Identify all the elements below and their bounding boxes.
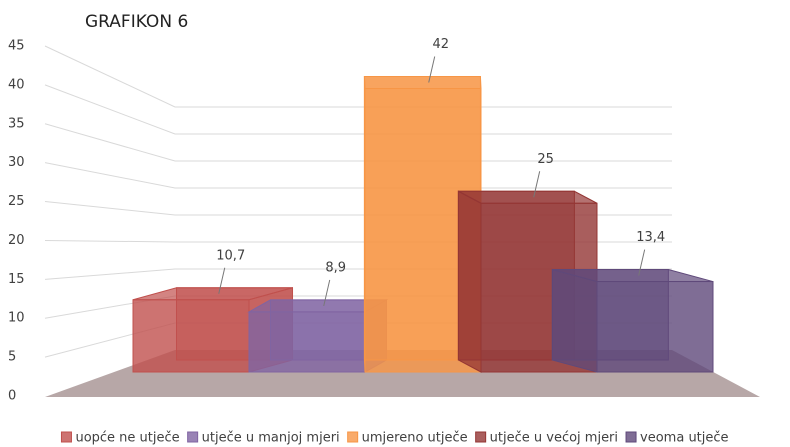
- grid-line: [44, 45, 672, 108]
- chart-title: GRAFIKON 6: [85, 12, 188, 32]
- legend-swatch: [187, 431, 199, 443]
- y-tick-label: 20: [8, 233, 25, 248]
- label-leader: [638, 249, 646, 276]
- legend-label: utječe u manjoj mjeri: [202, 431, 340, 446]
- data-label: 10,7: [216, 248, 245, 263]
- label-leader: [428, 56, 436, 83]
- bar: [248, 311, 366, 373]
- y-tick-label: 15: [8, 272, 25, 287]
- legend-label: utječe u većoj mjeri: [490, 431, 618, 446]
- data-label: 13,4: [636, 230, 665, 245]
- bar-side: [551, 268, 598, 373]
- legend-label: veoma utječe: [640, 431, 729, 446]
- label-leader: [218, 267, 226, 294]
- label-leader: [323, 279, 331, 307]
- bar-top: [458, 190, 598, 204]
- y-tick-label: 10: [8, 311, 25, 326]
- label-leader: [533, 171, 541, 198]
- bar: [596, 281, 714, 373]
- bar: [132, 299, 250, 373]
- y-tick-label: 30: [8, 155, 25, 170]
- data-label: 8,9: [325, 260, 346, 275]
- legend-swatch: [60, 431, 72, 443]
- grid-line: [44, 84, 672, 135]
- data-label: 42: [432, 37, 449, 52]
- y-tick-label: 35: [8, 116, 25, 131]
- legend-label: umjereno utječe: [362, 431, 468, 446]
- y-tick-label: 25: [8, 194, 25, 209]
- y-tick-label: 5: [8, 350, 16, 365]
- data-label: 25: [537, 152, 554, 167]
- y-tick-label: 40: [8, 77, 25, 92]
- legend-swatch: [347, 431, 359, 443]
- bar-side: [457, 190, 482, 373]
- grid-line: [44, 162, 672, 189]
- legend-swatch: [475, 431, 487, 443]
- y-tick-label: 45: [8, 39, 25, 54]
- legend-swatch: [625, 431, 637, 443]
- y-tick-label: 0: [8, 389, 16, 404]
- grid-line: [44, 123, 672, 162]
- legend-label: uopće ne utječe: [75, 431, 179, 446]
- bar-top: [363, 76, 482, 89]
